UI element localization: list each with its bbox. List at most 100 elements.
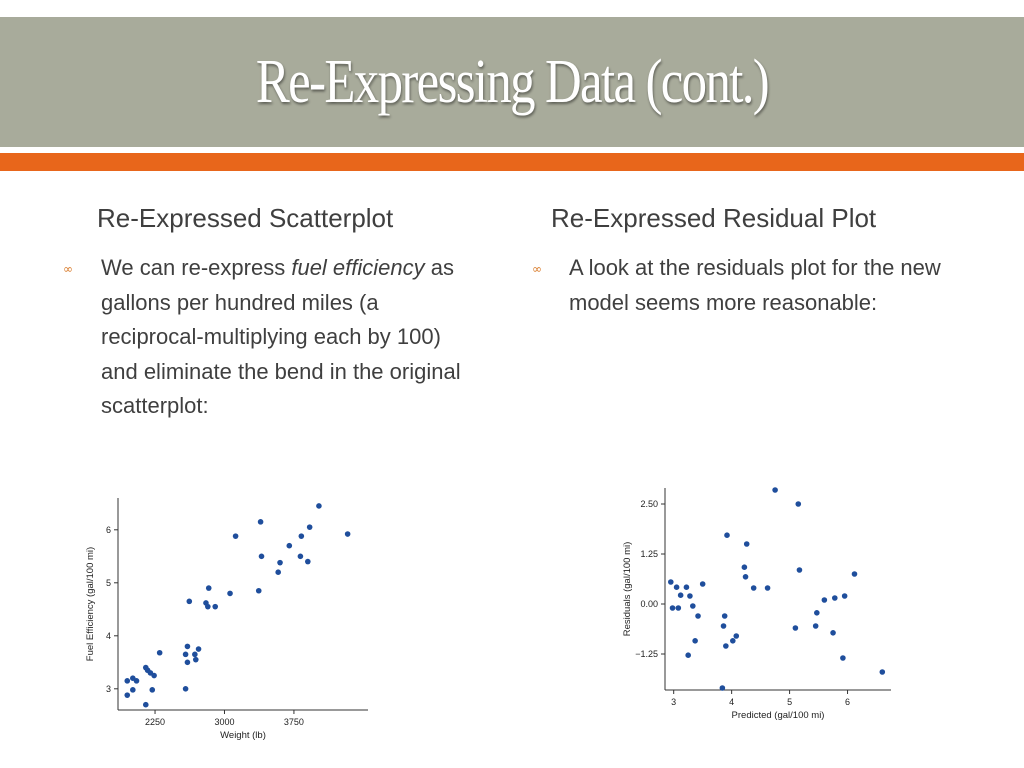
y-tick-label: −1.25: [635, 649, 658, 659]
y-axis-label: Fuel Efficiency (gal/100 mi): [85, 547, 96, 661]
data-point: [851, 571, 858, 577]
data-point: [719, 685, 726, 691]
data-point: [742, 574, 749, 580]
data-point: [792, 625, 799, 631]
data-point: [130, 687, 136, 693]
data-point: [186, 598, 193, 605]
y-axis-label: Residuals (gal/100 mi): [622, 542, 633, 637]
data-point: [344, 531, 351, 537]
data-point: [255, 587, 262, 594]
data-point: [831, 595, 838, 601]
data-point: [814, 610, 820, 616]
right-bullet-text: A look at the residuals plot for the new…: [569, 255, 941, 315]
data-point: [687, 593, 693, 599]
data-point: [151, 672, 157, 679]
right-heading: Re-Expressed Residual Plot: [551, 203, 877, 233]
y-tick-label: 2.50: [640, 499, 658, 509]
data-point: [720, 623, 727, 629]
left-text-part1: We can re-express: [101, 255, 292, 280]
slide-title: Re-Expressing Data (cont.): [255, 47, 770, 116]
data-point: [124, 692, 131, 698]
data-point: [257, 519, 264, 525]
data-point: [149, 687, 156, 693]
scatterplot-chart: 3 4 5 6 2250 3000 3750 Weight (lb) Fuel Efficien…: [85, 498, 368, 741]
title-bar: Re-Expressing Data (cont.): [0, 17, 1024, 147]
left-text-italic: fuel efficiency: [291, 255, 425, 280]
y-tick-label: 4: [106, 631, 111, 641]
y-tick-label: 6: [106, 525, 111, 535]
y-tick-label: 3: [106, 684, 111, 694]
data-point: [830, 630, 836, 636]
data-point: [232, 533, 239, 539]
data-point: [841, 593, 848, 599]
data-point: [733, 633, 740, 639]
data-point: [772, 487, 778, 493]
data-point: [667, 579, 674, 585]
data-point: [205, 585, 212, 591]
data-point: [669, 605, 676, 611]
x-axis-label: Predicted (gal/100 mi): [732, 710, 825, 721]
x-tick-label: 2250: [145, 717, 165, 727]
data-point: [192, 651, 198, 658]
loop-bullet-icon: ∞: [532, 262, 542, 276]
data-point: [305, 558, 311, 565]
left-text-part2: as gallons per hundred miles (a reciproc…: [101, 255, 461, 418]
data-point: [690, 603, 696, 609]
data-point: [677, 592, 684, 598]
x-tick-label: 3000: [214, 717, 234, 727]
y-tick-label: 1.25: [640, 549, 658, 559]
data-point: [721, 613, 728, 619]
data-point: [156, 649, 163, 656]
accent-bar: [0, 153, 1024, 171]
data-point: [764, 585, 771, 591]
y-tick-label: 0.00: [640, 599, 658, 609]
x-tick-label: 5: [787, 697, 792, 707]
data-point: [142, 701, 149, 708]
data-point: [812, 623, 819, 629]
residual-plot-chart: 2.50 1.25 0.00 −1.25 3 4 5 6 Predicted (gal/100 …: [622, 487, 891, 721]
data-point: [879, 669, 886, 675]
data-point: [275, 569, 281, 575]
data-point: [192, 656, 199, 663]
data-point: [724, 532, 730, 538]
data-point: [730, 638, 736, 644]
data-point: [683, 584, 690, 590]
data-point: [316, 503, 322, 509]
data-point: [692, 638, 698, 644]
data-point: [723, 643, 729, 649]
data-point: [133, 678, 140, 684]
data-point: [699, 581, 706, 587]
data-point: [184, 659, 191, 666]
data-point: [182, 686, 189, 692]
data-point: [184, 643, 191, 650]
loop-bullet-icon: ∞: [63, 262, 73, 276]
data-point: [286, 542, 293, 549]
data-point: [795, 501, 802, 507]
left-heading: Re-Expressed Scatterplot: [97, 203, 394, 233]
data-point: [298, 533, 305, 539]
data-point: [306, 524, 313, 530]
data-point: [673, 584, 680, 590]
data-point: [277, 559, 283, 566]
data-point: [212, 603, 219, 610]
data-point: [258, 553, 265, 560]
x-tick-label: 3: [671, 697, 676, 707]
data-point: [741, 564, 748, 570]
x-tick-label: 3750: [284, 717, 304, 727]
data-point: [124, 678, 131, 684]
data-point: [796, 567, 803, 573]
data-point: [821, 597, 828, 603]
x-tick-label: 4: [729, 697, 734, 707]
data-point: [750, 585, 757, 591]
data-point: [227, 590, 233, 597]
data-point: [675, 605, 682, 611]
left-bullet-text: We can re-express fuel efficiency as gal…: [101, 251, 471, 424]
data-point: [685, 652, 691, 658]
data-point: [205, 603, 211, 610]
y-tick-label: 5: [106, 578, 111, 588]
data-point: [297, 553, 304, 560]
x-axis-label: Weight (lb): [220, 730, 266, 741]
data-point: [195, 646, 202, 652]
data-point: [743, 541, 750, 547]
data-point: [182, 651, 189, 658]
